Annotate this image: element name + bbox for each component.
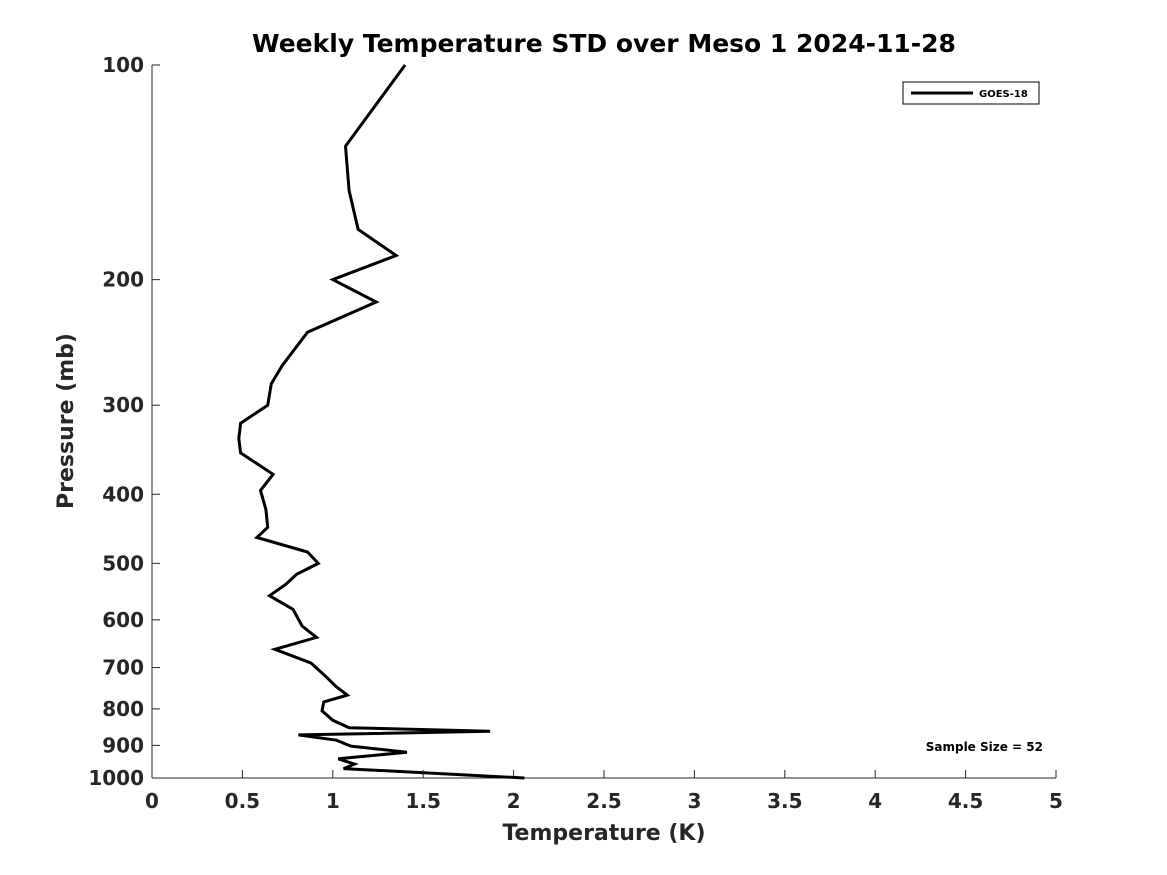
x-tick-label: 0.5 bbox=[225, 789, 260, 813]
chart-title: Weekly Temperature STD over Meso 1 2024-… bbox=[252, 29, 956, 58]
y-tick-label: 500 bbox=[102, 551, 144, 575]
y-axis-label: Pressure (mb) bbox=[54, 333, 79, 509]
x-tick-label: 3.5 bbox=[767, 789, 802, 813]
y-tick-label: 400 bbox=[102, 482, 144, 506]
x-tick-label: 5 bbox=[1049, 789, 1063, 813]
y-tick-label: 100 bbox=[102, 53, 144, 77]
x-tick-label: 2.5 bbox=[586, 789, 621, 813]
legend-label-goes-18: GOES-18 bbox=[979, 89, 1028, 100]
series-line-goes-18 bbox=[237, 64, 525, 780]
x-tick-label: 3 bbox=[687, 789, 701, 813]
x-tick-label: 4 bbox=[868, 789, 882, 813]
y-axis-ticks: 100 200 300 400 500 600 700 800 900 1000 bbox=[88, 53, 160, 790]
y-tick-label: 700 bbox=[102, 656, 144, 680]
x-axis-label: Temperature (K) bbox=[502, 821, 705, 846]
legend: GOES-18 bbox=[902, 81, 1040, 105]
y-tick-label: 900 bbox=[102, 733, 144, 757]
x-tick-label: 4.5 bbox=[948, 789, 983, 813]
y-tick-label: 300 bbox=[102, 393, 144, 417]
x-tick-label: 0 bbox=[145, 789, 159, 813]
y-tick-label: 200 bbox=[102, 268, 144, 292]
x-tick-label: 1.5 bbox=[405, 789, 440, 813]
x-axis-ticks: 0 0.5 1 1.5 2 2.5 3 3.5 4 4.5 5 bbox=[145, 770, 1063, 813]
y-tick-label: 1000 bbox=[88, 766, 144, 790]
y-tick-label: 800 bbox=[102, 697, 144, 721]
sample-size-annotation: Sample Size = 52 bbox=[926, 740, 1043, 754]
series-layer bbox=[237, 64, 525, 780]
y-tick-label: 600 bbox=[102, 608, 144, 632]
x-tick-label: 2 bbox=[507, 789, 521, 813]
x-tick-label: 1 bbox=[326, 789, 340, 813]
